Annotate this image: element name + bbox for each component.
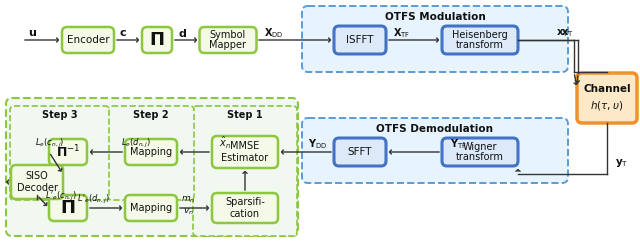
FancyBboxPatch shape [212,136,278,168]
FancyBboxPatch shape [11,165,63,199]
Text: $\mathbf{u}$: $\mathbf{u}$ [29,28,38,38]
Text: Heisenberg: Heisenberg [452,30,508,40]
Text: ISFFT: ISFFT [346,35,374,45]
Text: $L_e(d_{n,j})$: $L_e(d_{n,j})$ [121,136,151,150]
Text: Estimator: Estimator [221,153,269,163]
FancyBboxPatch shape [442,26,518,54]
Text: $\mathbf{c}$: $\mathbf{c}$ [119,28,127,38]
Text: SISO: SISO [26,171,49,181]
FancyBboxPatch shape [125,195,177,221]
Text: transform: transform [456,40,504,50]
Text: Step 2: Step 2 [133,110,169,120]
FancyBboxPatch shape [49,195,87,221]
FancyBboxPatch shape [6,98,298,236]
Text: $\mathbf{x}_{\rm T}$: $\mathbf{x}_{\rm T}$ [561,27,573,39]
Text: $\mathbf{\Pi}$: $\mathbf{\Pi}$ [149,31,164,49]
Text: Decoder: Decoder [17,183,58,193]
Text: Mapper: Mapper [209,40,246,50]
FancyBboxPatch shape [142,27,172,53]
Text: Encoder: Encoder [67,35,109,45]
Text: $L_e(c_{n,j})$: $L_e(c_{n,j})$ [35,136,65,150]
Text: SFFT: SFFT [348,147,372,157]
FancyBboxPatch shape [334,26,386,54]
Text: $\mathbf{X}_{\rm TF}$: $\mathbf{X}_{\rm TF}$ [394,26,411,40]
Text: Step 3: Step 3 [42,110,78,120]
FancyBboxPatch shape [10,106,109,200]
Text: $\mathbf{X}_{\rm DD}$: $\mathbf{X}_{\rm DD}$ [264,26,284,40]
Text: Mapping: Mapping [130,203,172,213]
FancyBboxPatch shape [442,138,518,166]
Text: $L'_e(c_{n,j})$: $L'_e(c_{n,j})$ [45,189,77,203]
Text: $\hat{x}_n$: $\hat{x}_n$ [219,135,231,151]
FancyBboxPatch shape [302,118,568,183]
Text: $\mathbf{Y}_{\rm DD}$: $\mathbf{Y}_{\rm DD}$ [308,137,328,151]
Text: $m_n$: $m_n$ [181,195,195,205]
Text: MMSE: MMSE [230,141,260,151]
Text: OTFS Modulation: OTFS Modulation [385,12,485,22]
Text: cation: cation [230,209,260,219]
Text: $\mathbf{d}$: $\mathbf{d}$ [177,27,186,39]
FancyBboxPatch shape [577,73,637,123]
Text: Step 1: Step 1 [227,110,263,120]
Text: transform: transform [456,152,504,162]
FancyBboxPatch shape [212,193,278,223]
Text: $\mathbf{\Pi}^{-1}$: $\mathbf{\Pi}^{-1}$ [56,144,81,160]
Text: Symbol: Symbol [210,30,246,40]
FancyBboxPatch shape [125,139,177,165]
Text: Wigner: Wigner [463,142,497,152]
FancyBboxPatch shape [334,138,386,166]
Text: OTFS Demodulation: OTFS Demodulation [376,124,493,134]
Text: Channel: Channel [583,84,631,94]
Text: Sparsifi-: Sparsifi- [225,197,265,207]
Text: $h(\tau,\upsilon)$: $h(\tau,\upsilon)$ [590,98,623,112]
FancyBboxPatch shape [193,106,297,236]
FancyBboxPatch shape [49,139,87,165]
Text: $\mathbf{x}_{\rm T}$: $\mathbf{x}_{\rm T}$ [556,27,570,39]
Text: $\mathbf{Y}_{\rm TF}$: $\mathbf{Y}_{\rm TF}$ [449,137,467,151]
Text: $\mathbf{y}_{\rm T}$: $\mathbf{y}_{\rm T}$ [615,157,628,169]
FancyBboxPatch shape [62,27,114,53]
FancyBboxPatch shape [200,27,257,53]
Text: Mapping: Mapping [130,147,172,157]
Text: $v_n$: $v_n$ [182,207,193,217]
Text: $\mathbf{\Pi}$: $\mathbf{\Pi}$ [60,199,76,217]
FancyBboxPatch shape [108,106,194,200]
Text: $L'_e(d_{n,j})$: $L'_e(d_{n,j})$ [77,192,109,205]
FancyBboxPatch shape [302,6,568,72]
